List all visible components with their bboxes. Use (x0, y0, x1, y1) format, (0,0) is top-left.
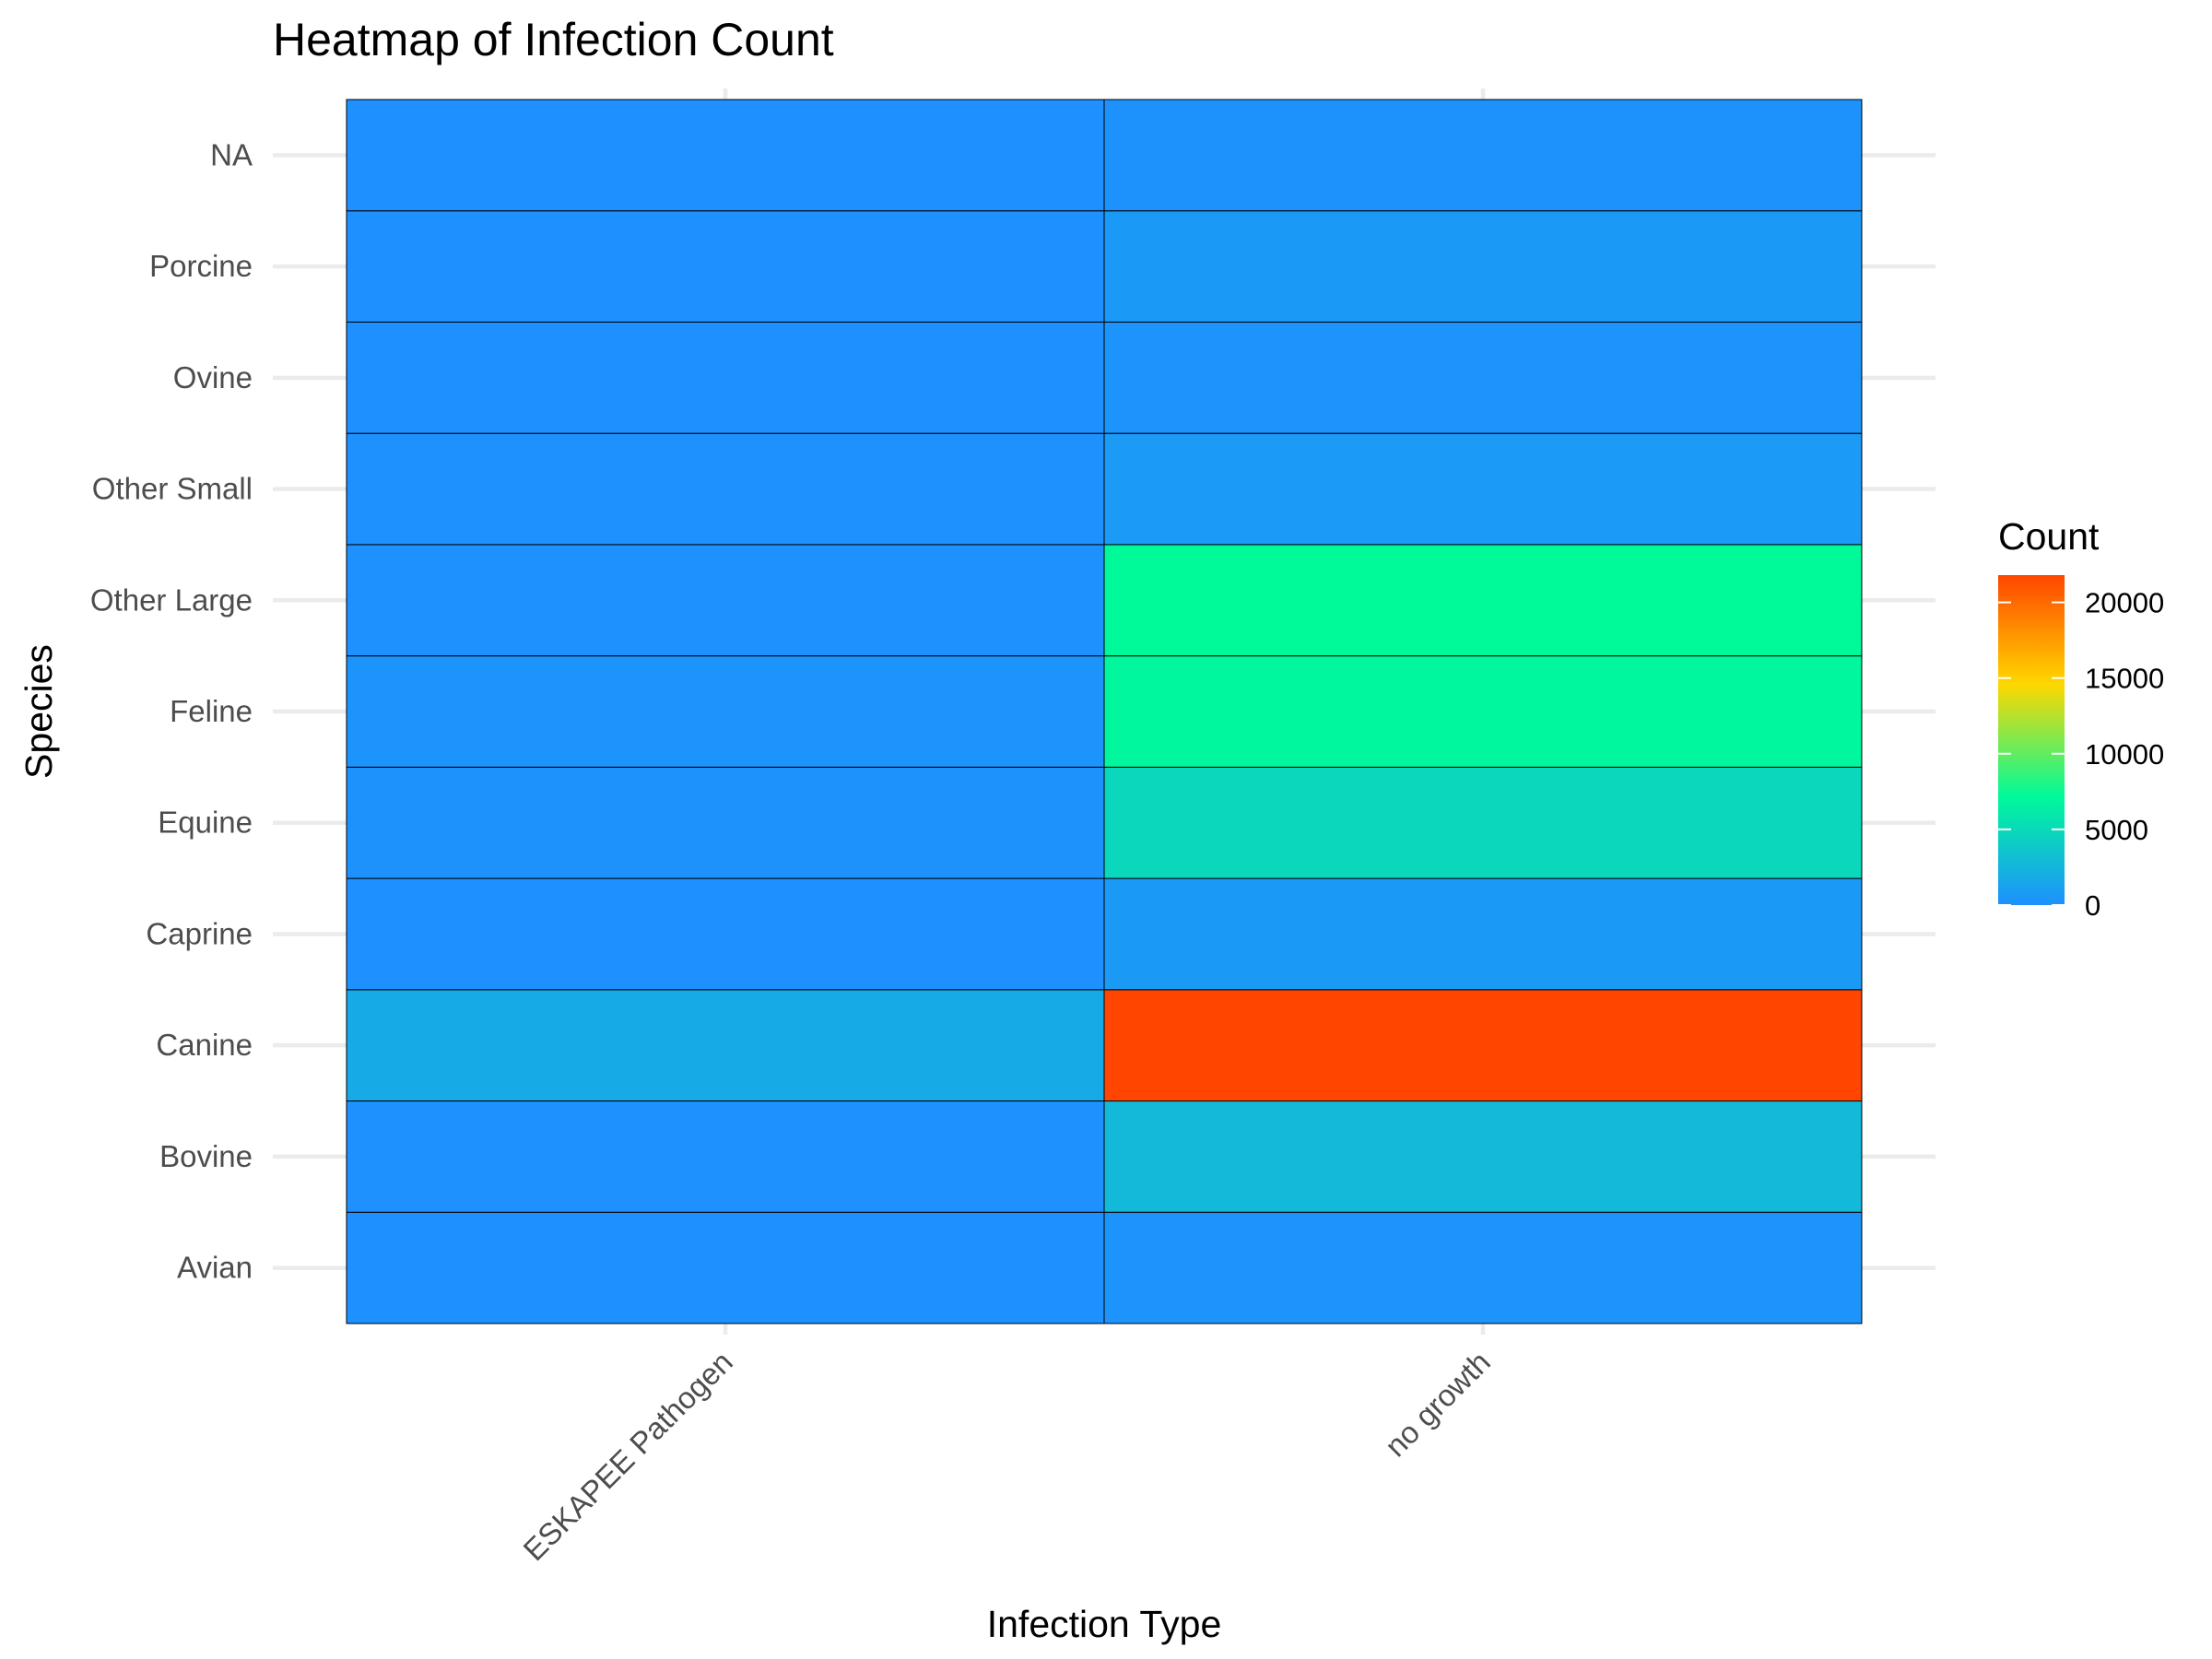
legend-label-5000: 5000 (2085, 814, 2148, 846)
tile-na-no-growth (1103, 99, 1863, 212)
tile-avian-no-growth (1103, 1211, 1863, 1324)
tile-other-large-eskapee-pathogen (346, 544, 1105, 657)
y-tick-label-caprine: Caprine (146, 916, 253, 950)
tile-feline-no-growth (1103, 655, 1863, 768)
tile-caprine-no-growth (1103, 877, 1863, 991)
tile-equine-eskapee-pathogen (346, 766, 1105, 879)
legend-label-20000: 20000 (2085, 587, 2164, 619)
y-axis-tick-labels: Avian Bovine Canine Caprine Equine Feline Othe… (90, 137, 253, 1284)
y-tick-label-canine: Canine (156, 1028, 253, 1062)
x-tick-label-no-growth: no growth (1378, 1345, 1497, 1464)
y-tick-label-bovine: Bovine (159, 1139, 253, 1173)
y-tick-label-other-large: Other Large (90, 582, 253, 617)
tile-ovine-eskapee-pathogen (346, 321, 1105, 434)
legend-ticks: 0 5000 10000 15000 20000 (1998, 587, 2164, 922)
tile-other-large-no-growth (1103, 544, 1863, 657)
tile-porcine-eskapee-pathogen (346, 210, 1105, 323)
tile-equine-no-growth (1103, 766, 1863, 879)
y-tick-label-other-small: Other Small (92, 472, 253, 506)
tile-feline-eskapee-pathogen (346, 655, 1105, 768)
y-tick-label-feline: Feline (170, 694, 253, 728)
legend-label-15000: 15000 (2085, 663, 2164, 695)
legend: Count 0 5000 10000 15000 20000 (1998, 515, 2164, 922)
legend-colorbar (1998, 575, 2065, 905)
tile-na-eskapee-pathogen (346, 99, 1105, 212)
tile-bovine-no-growth (1103, 1100, 1863, 1213)
legend-label-0: 0 (2085, 889, 2100, 922)
tile-canine-eskapee-pathogen (346, 989, 1105, 1102)
tile-other-small-eskapee-pathogen (346, 432, 1105, 546)
legend-title: Count (1998, 515, 2100, 558)
tile-canine-no-growth (1103, 989, 1863, 1102)
y-axis-title: Species (18, 644, 60, 779)
tile-bovine-eskapee-pathogen (346, 1100, 1105, 1213)
heatmap-tiles (346, 99, 1863, 1324)
x-axis-title: Infection Type (987, 1603, 1222, 1645)
tile-avian-eskapee-pathogen (346, 1211, 1105, 1324)
y-tick-label-porcine: Porcine (149, 249, 253, 283)
y-tick-label-equine: Equine (158, 806, 253, 840)
y-tick-label-na: NA (210, 137, 253, 171)
y-tick-label-avian: Avian (177, 1251, 253, 1285)
legend-label-10000: 10000 (2085, 738, 2164, 771)
tile-ovine-no-growth (1103, 321, 1863, 434)
y-tick-label-ovine: Ovine (173, 360, 253, 394)
tile-caprine-eskapee-pathogen (346, 877, 1105, 991)
tile-other-small-no-growth (1103, 432, 1863, 546)
chart-title: Heatmap of Infection Count (273, 14, 834, 65)
x-axis-tick-labels: ESKAPEE Pathogen no growth (516, 1345, 1497, 1568)
x-tick-label-eskapee-pathogen: ESKAPEE Pathogen (516, 1345, 739, 1568)
tile-porcine-no-growth (1103, 210, 1863, 323)
